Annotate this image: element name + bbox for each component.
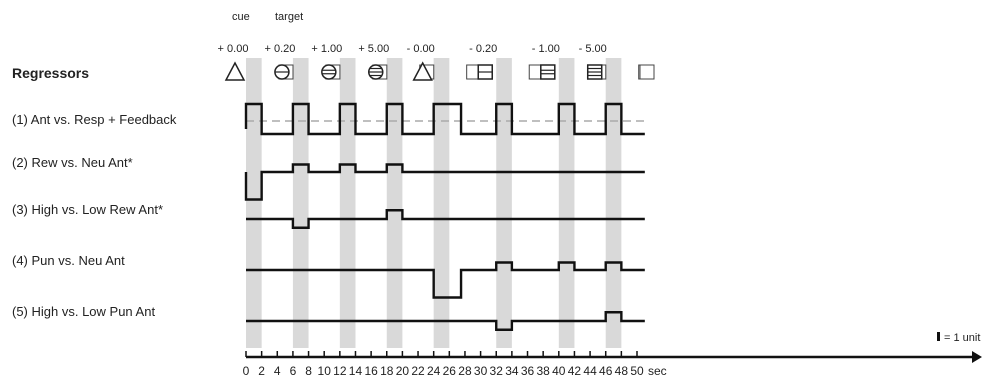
series-line xyxy=(246,209,645,229)
x-tick-label: 40 xyxy=(552,364,566,378)
scale-bar xyxy=(937,332,940,341)
x-tick-label: 34 xyxy=(505,364,519,378)
x-tick-label: 32 xyxy=(490,364,504,378)
shaded-intervals xyxy=(246,58,622,348)
trial-value-label: - 1.00 xyxy=(532,43,560,55)
shaded-interval xyxy=(339,58,356,348)
x-tick-label: 46 xyxy=(599,364,613,378)
square-two-lines-icon xyxy=(540,64,556,80)
regressors-heading: Regressors xyxy=(12,65,89,81)
series-lines xyxy=(244,102,645,331)
triangle-icon xyxy=(412,61,433,81)
circle-two-lines-icon xyxy=(321,64,337,80)
trial--0-00: - 0.00 xyxy=(407,43,482,81)
series-line xyxy=(246,311,645,331)
x-tick-label: 4 xyxy=(274,364,281,378)
x-axis-arrow xyxy=(972,351,982,363)
series-labels: (1) Ant vs. Resp + Feedback (2) Rew vs. N… xyxy=(12,112,177,319)
shaded-interval xyxy=(292,58,309,348)
square-icon xyxy=(639,64,655,80)
shaded-interval xyxy=(496,58,512,348)
x-axis-title: sec xyxy=(648,364,667,378)
x-tick-label: 6 xyxy=(290,364,297,378)
trial-value-label: + 1.00 xyxy=(311,43,342,55)
chart-header: cue target Regressors xyxy=(12,11,303,81)
x-tick-label: 2 xyxy=(258,364,265,378)
x-tick-label: 24 xyxy=(427,364,441,378)
trial-value-label: + 5.00 xyxy=(358,43,389,55)
x-axis: 0 2 4 6 8 10 12 14 16 18 20 22 24 26 28 30 32 34 36 38 40 42 4… xyxy=(243,351,982,378)
series-line xyxy=(246,261,645,299)
x-tick-label: 26 xyxy=(443,364,457,378)
shaded-interval xyxy=(386,58,403,348)
shaded-interval xyxy=(433,58,450,348)
trial-value-label: - 5.00 xyxy=(579,43,607,55)
x-tick-label: 44 xyxy=(583,364,597,378)
trial-value-label: - 0.00 xyxy=(407,43,435,55)
trial--0-20: - 0.20 xyxy=(469,43,544,80)
x-tick-label: 16 xyxy=(364,364,378,378)
shaded-interval xyxy=(558,58,575,348)
trial-labels: + 0.00 + 0.20 + 1.00 + 5.00 - 0.00 - 0.20 - 1.… xyxy=(218,43,655,81)
x-tick-label: 14 xyxy=(349,364,363,378)
target-label: target xyxy=(275,11,303,23)
shaded-interval xyxy=(605,58,622,348)
x-tick-label: 42 xyxy=(568,364,582,378)
series-label: (5) High vs. Low Pun Ant xyxy=(12,304,155,319)
series-label: (4) Pun vs. Neu Ant xyxy=(12,253,125,268)
x-tick-label: 10 xyxy=(318,364,332,378)
x-tick-label: 48 xyxy=(615,364,629,378)
series-line xyxy=(244,163,645,201)
trial-value-label: - 0.20 xyxy=(469,43,497,55)
series-line xyxy=(244,102,645,136)
x-tick-label: 28 xyxy=(458,364,472,378)
x-tick-label: 36 xyxy=(521,364,535,378)
x-tick-label: 8 xyxy=(305,364,312,378)
x-tick-label: 38 xyxy=(536,364,550,378)
series-label: (2) Rew vs. Neu Ant* xyxy=(12,155,133,170)
series-label: (3) High vs. Low Rew Ant* xyxy=(12,202,163,217)
scale-label: = 1 unit xyxy=(944,332,980,344)
series-label: (1) Ant vs. Resp + Feedback xyxy=(12,112,177,127)
cue-label: cue xyxy=(232,11,250,23)
x-tick-label: 30 xyxy=(474,364,488,378)
x-tick-label: 50 xyxy=(630,364,644,378)
x-tick-label: 12 xyxy=(333,364,347,378)
trial-value-label: + 0.20 xyxy=(264,43,295,55)
trial-value-label: + 0.00 xyxy=(218,43,249,55)
x-tick-label: 0 xyxy=(243,364,250,378)
shaded-interval xyxy=(246,58,262,348)
x-tick-label: 22 xyxy=(411,364,425,378)
triangle-icon xyxy=(224,61,246,81)
scale-legend: = 1 unit xyxy=(937,332,980,344)
x-tick-label: 18 xyxy=(380,364,394,378)
x-tick-label: 20 xyxy=(396,364,410,378)
